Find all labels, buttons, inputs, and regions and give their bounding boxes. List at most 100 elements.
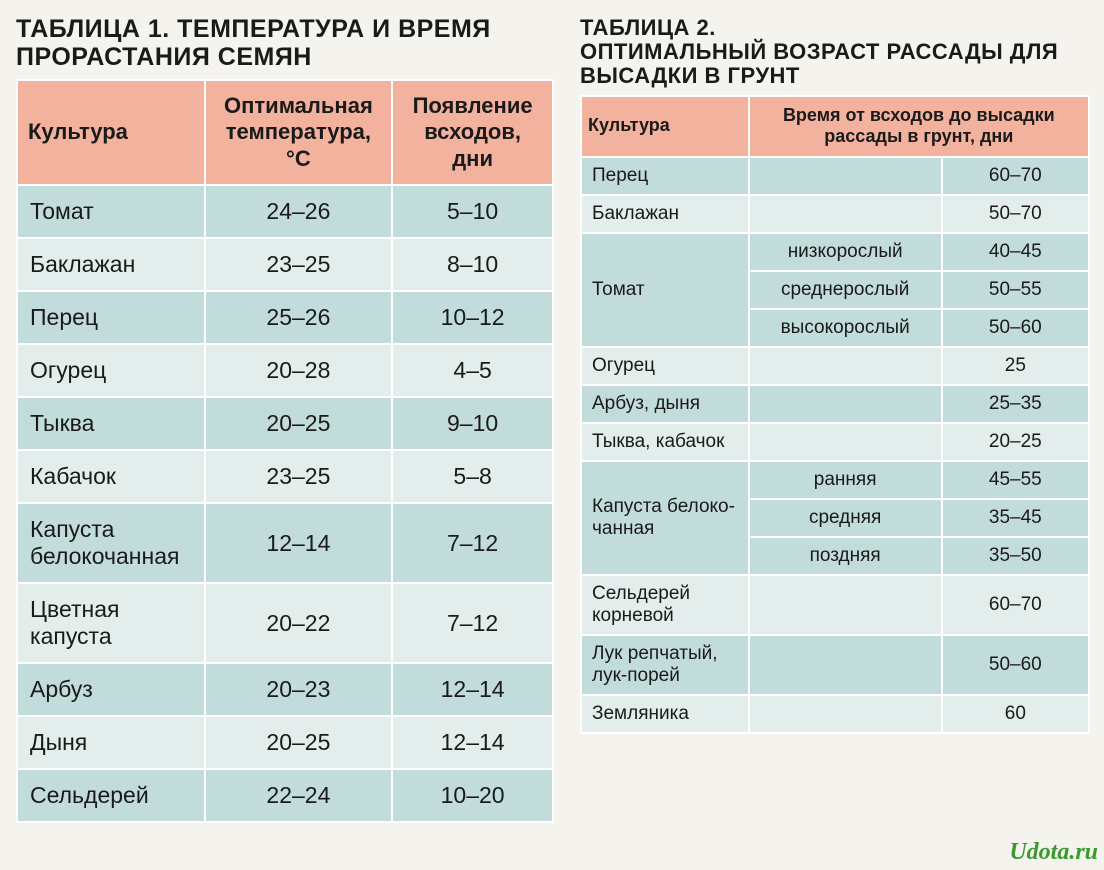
table1-cell: 22–24 [205, 769, 393, 822]
table2-crop-cell: Тыква, кабачок [581, 423, 749, 461]
table2-days-cell: 25–35 [942, 385, 1089, 423]
table-row: Томат24–265–10 [17, 185, 553, 238]
table2-crop-cell: Лук репчатый, лук-порей [581, 635, 749, 695]
table1-cell: Цветная капуста [17, 583, 205, 663]
table-row: Тыква, кабачок 20–25 [581, 423, 1089, 461]
table1-cell: 5–10 [392, 185, 553, 238]
table1-cell: Дыня [17, 716, 205, 769]
table1-cell: 7–12 [392, 583, 553, 663]
table-row: Тыква20–259–10 [17, 397, 553, 450]
table2-col-header-0: Культура [581, 96, 749, 157]
table2-crop-cell: Земляника [581, 695, 749, 733]
table2-days-cell: 60–70 [942, 575, 1089, 635]
table1-cell: 24–26 [205, 185, 393, 238]
table2-variant-cell: низкорослый [749, 233, 942, 271]
table1-cell: 10–20 [392, 769, 553, 822]
table-row: Земляника 60 [581, 695, 1089, 733]
table2-crop-cell: Капуста белоко­чанная [581, 461, 749, 575]
table1-cell: 20–22 [205, 583, 393, 663]
table1-cell: 12–14 [392, 663, 553, 716]
table2-days-cell: 50–70 [942, 195, 1089, 233]
table2-variant-cell [749, 695, 942, 733]
table1-head: Культура Оптимальная температура, °C Поя… [17, 80, 553, 185]
table1-cell: Кабачок [17, 450, 205, 503]
table-row: Баклажан23–258–10 [17, 238, 553, 291]
table1-cell: 7–12 [392, 503, 553, 583]
table1-col-header-2: Появление всходов, дни [392, 80, 553, 185]
table1-block: ТАБЛИЦА 1. ТЕМПЕРАТУРА И ВРЕМЯ ПРОРАСТАН… [0, 0, 570, 870]
table1-cell: Сельдерей [17, 769, 205, 822]
table2-days-cell: 50–60 [942, 309, 1089, 347]
table1-cell: 8–10 [392, 238, 553, 291]
table2-days-cell: 50–60 [942, 635, 1089, 695]
table1-cell: 10–12 [392, 291, 553, 344]
table1-cell: 20–25 [205, 716, 393, 769]
table1-cell: 25–26 [205, 291, 393, 344]
table1-cell: 12–14 [392, 716, 553, 769]
table1-cell: Перец [17, 291, 205, 344]
table1-col-header-0: Культура [17, 80, 205, 185]
table2-days-cell: 35–50 [942, 537, 1089, 575]
table2-crop-cell: Огурец [581, 347, 749, 385]
table2-variant-cell: высокорослый [749, 309, 942, 347]
table2-crop-cell: Перец [581, 157, 749, 195]
table2: Культура Время от всходов до высадки рас… [580, 95, 1090, 734]
table2-variant-cell [749, 575, 942, 635]
table2-crop-cell: Сельдерей корневой [581, 575, 749, 635]
table2-variant-cell [749, 385, 942, 423]
table2-title-line: ТАБЛИЦА 2. [580, 15, 716, 40]
table2-variant-cell: среднерослый [749, 271, 942, 309]
table-row: Сельдерей корневой 60–70 [581, 575, 1089, 635]
table2-days-cell: 35–45 [942, 499, 1089, 537]
table-row: Томатнизкорослый40–45 [581, 233, 1089, 271]
table1-body: Томат24–265–10Баклажан23–258–10Перец25–2… [17, 185, 553, 822]
table2-variant-cell [749, 157, 942, 195]
table2-title: ТАБЛИЦА 2.ОПТИМАЛЬНЫЙ ВОЗРАСТ РАССАДЫ ДЛ… [580, 16, 1090, 89]
table2-variant-cell: поздняя [749, 537, 942, 575]
table2-body: Перец60–70Баклажан50–70Томатнизкорослый4… [581, 157, 1089, 733]
table1-col-header-1: Оптимальная температура, °C [205, 80, 393, 185]
table1-cell: 12–14 [205, 503, 393, 583]
table-row: Капуста белокочан­ная12–147–12 [17, 503, 553, 583]
table1-cell: 9–10 [392, 397, 553, 450]
table1-title: ТАБЛИЦА 1. ТЕМПЕРАТУРА И ВРЕМЯ ПРОРАСТАН… [16, 16, 554, 71]
table1-cell: Огурец [17, 344, 205, 397]
table2-days-cell: 60 [942, 695, 1089, 733]
table2-variant-cell [749, 423, 942, 461]
table2-days-cell: 20–25 [942, 423, 1089, 461]
table-row: Огурец 25 [581, 347, 1089, 385]
table-row: Арбуз, дыня25–35 [581, 385, 1089, 423]
table1-cell: 5–8 [392, 450, 553, 503]
table-row: Капуста белоко­чаннаяранняя45–55 [581, 461, 1089, 499]
table-row: Арбуз20–2312–14 [17, 663, 553, 716]
table-row: Лук репчатый, лук-порей 50–60 [581, 635, 1089, 695]
table2-title-line: ОПТИМАЛЬНЫЙ ВОЗРАСТ РАССАДЫ ДЛЯ ВЫСАДКИ … [580, 39, 1058, 88]
table2-variant-cell: ранняя [749, 461, 942, 499]
table2-days-cell: 60–70 [942, 157, 1089, 195]
table1-cell: Капуста белокочан­ная [17, 503, 205, 583]
table2-days-cell: 45–55 [942, 461, 1089, 499]
table-row: Огурец20–284–5 [17, 344, 553, 397]
table2-crop-cell: Баклажан [581, 195, 749, 233]
table-row: Кабачок23–255–8 [17, 450, 553, 503]
table-row: Дыня20–2512–14 [17, 716, 553, 769]
table1: Культура Оптимальная температура, °C Поя… [16, 79, 554, 823]
table2-days-cell: 50–55 [942, 271, 1089, 309]
table2-days-cell: 25 [942, 347, 1089, 385]
table2-variant-cell [749, 347, 942, 385]
table1-cell: 4–5 [392, 344, 553, 397]
table-row: Баклажан 50–70 [581, 195, 1089, 233]
table2-block: ТАБЛИЦА 2.ОПТИМАЛЬНЫЙ ВОЗРАСТ РАССАДЫ ДЛ… [570, 0, 1100, 870]
table1-cell: Тыква [17, 397, 205, 450]
table1-cell: 20–23 [205, 663, 393, 716]
table2-head: Культура Время от всходов до высадки рас… [581, 96, 1089, 157]
table2-variant-cell [749, 635, 942, 695]
watermark: Udota.ru [1009, 839, 1098, 866]
table-row: Перец25–2610–12 [17, 291, 553, 344]
table-row: Цветная капуста20–227–12 [17, 583, 553, 663]
table1-cell: Томат [17, 185, 205, 238]
table1-cell: Баклажан [17, 238, 205, 291]
table2-variant-cell [749, 195, 942, 233]
table2-crop-cell: Томат [581, 233, 749, 347]
table2-days-cell: 40–45 [942, 233, 1089, 271]
